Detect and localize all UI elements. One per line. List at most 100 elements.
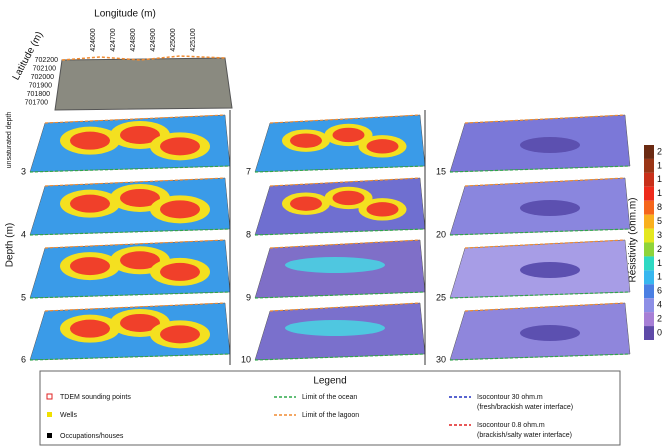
- depth-label: 6: [21, 354, 26, 364]
- colorbar-label: 1: [657, 258, 662, 268]
- colorbar-label: 4: [657, 300, 662, 310]
- colorbar-swatch: [644, 284, 654, 299]
- colorbar-swatch: [644, 256, 654, 271]
- blob: [366, 202, 399, 217]
- lagoon-limit: [269, 302, 421, 312]
- ocean-limit: [29, 291, 231, 299]
- depth-label: 7: [246, 166, 251, 176]
- legend-symbol: [47, 412, 52, 417]
- lagoon-limit: [44, 239, 226, 249]
- depth-label: 9: [246, 292, 251, 302]
- blob: [285, 257, 385, 273]
- colorbar-label: 2: [657, 244, 662, 254]
- depth-label: 30: [436, 354, 446, 364]
- latitude-tick: 702000: [31, 74, 54, 81]
- unsaturated-label: unsaturated depth: [6, 112, 13, 169]
- lagoon-limit: [44, 302, 226, 312]
- blob: [520, 325, 580, 341]
- latitude-tick: 701800: [27, 91, 50, 98]
- latitude-tick: 702100: [33, 65, 56, 72]
- blob: [332, 190, 365, 206]
- blob: [120, 125, 160, 144]
- depth-label: 5: [21, 292, 26, 302]
- colorbar-swatch: [644, 228, 654, 243]
- ocean-limit: [254, 165, 426, 173]
- ocean-limit: [254, 353, 426, 361]
- lagoon-limit: [464, 239, 626, 249]
- depth-label: 4: [21, 229, 26, 239]
- depth-label: 20: [436, 229, 446, 239]
- blob: [290, 133, 322, 148]
- blob: [120, 251, 160, 270]
- ocean-limit: [29, 165, 231, 173]
- blob: [160, 262, 200, 281]
- colorbar-label: 1: [657, 174, 662, 184]
- aerial-map: [54, 57, 233, 111]
- legend-label: Isocontour 0.8 ohm.m: [477, 422, 545, 429]
- legend-label: Occupations/houses: [60, 433, 124, 440]
- legend-label: Limit of the ocean: [302, 394, 357, 401]
- ocean-limit: [254, 291, 426, 299]
- blob: [70, 194, 110, 213]
- ocean-limit: [449, 353, 631, 361]
- blob: [520, 262, 580, 278]
- legend-label: Isocontour 30 ohm.m: [477, 394, 543, 401]
- legend-label: (brackish/salty water interface): [477, 432, 572, 439]
- blob: [70, 319, 110, 338]
- legend-box: [39, 370, 621, 446]
- latitude-tick: 701700: [25, 99, 48, 106]
- colorbar-swatch: [644, 270, 654, 285]
- depth-label: 10: [241, 354, 251, 364]
- colorbar-label: 2: [657, 146, 662, 156]
- longitude-tick: 424600: [90, 28, 97, 51]
- colorbar-swatch: [644, 326, 654, 340]
- blob: [160, 200, 200, 219]
- longitude-tick: 424900: [150, 28, 157, 51]
- blob: [290, 196, 322, 211]
- colorbar-label: 8: [657, 202, 662, 212]
- blob: [332, 127, 365, 143]
- depth-label: 3: [21, 166, 26, 176]
- colorbar-label: 0: [657, 327, 662, 337]
- colorbar-swatch: [644, 312, 654, 327]
- colorbar-swatch: [644, 172, 654, 187]
- blob: [366, 139, 399, 154]
- colorbar-title: Résistivity (ohm.m): [628, 197, 639, 282]
- colorbar-label: 1: [657, 188, 662, 198]
- blob: [520, 200, 580, 216]
- colorbar-swatch: [644, 242, 654, 257]
- legend-title: Legend: [313, 376, 346, 387]
- colorbar-label: 5: [657, 216, 662, 226]
- colorbar-label: 1: [657, 160, 662, 170]
- depth-label: 8: [246, 229, 251, 239]
- legend-label: TDEM sounding points: [60, 394, 131, 401]
- colorbar-swatch: [644, 200, 654, 215]
- blob: [70, 257, 110, 276]
- colorbar-label: 1: [657, 272, 662, 282]
- legend-label: Limit of the lagoon: [302, 412, 359, 419]
- lagoon-limit: [44, 114, 226, 124]
- ocean-limit: [29, 228, 231, 236]
- longitude-title: Longitude (m): [94, 9, 156, 20]
- depth-title: Depth (m): [5, 223, 16, 267]
- ocean-limit: [449, 291, 631, 299]
- legend-symbol: [47, 433, 52, 438]
- legend-label: Wells: [60, 412, 77, 419]
- ocean-limit: [29, 353, 231, 361]
- lagoon-limit: [61, 55, 226, 61]
- colorbar-swatch: [644, 214, 654, 229]
- legend-symbol: [46, 393, 53, 400]
- colorbar-swatch: [644, 298, 654, 313]
- blob: [120, 188, 160, 207]
- ocean-limit: [449, 165, 631, 173]
- longitude-tick: 424700: [110, 28, 117, 51]
- latitude-tick: 701900: [29, 82, 52, 89]
- colorbar-swatch: [644, 145, 654, 159]
- colorbar-label: 6: [657, 286, 662, 296]
- colorbar-swatch: [644, 186, 654, 201]
- colorbar-swatch: [644, 158, 654, 173]
- lagoon-limit: [269, 114, 421, 124]
- blob: [285, 320, 385, 336]
- colorbar-label: 3: [657, 230, 662, 240]
